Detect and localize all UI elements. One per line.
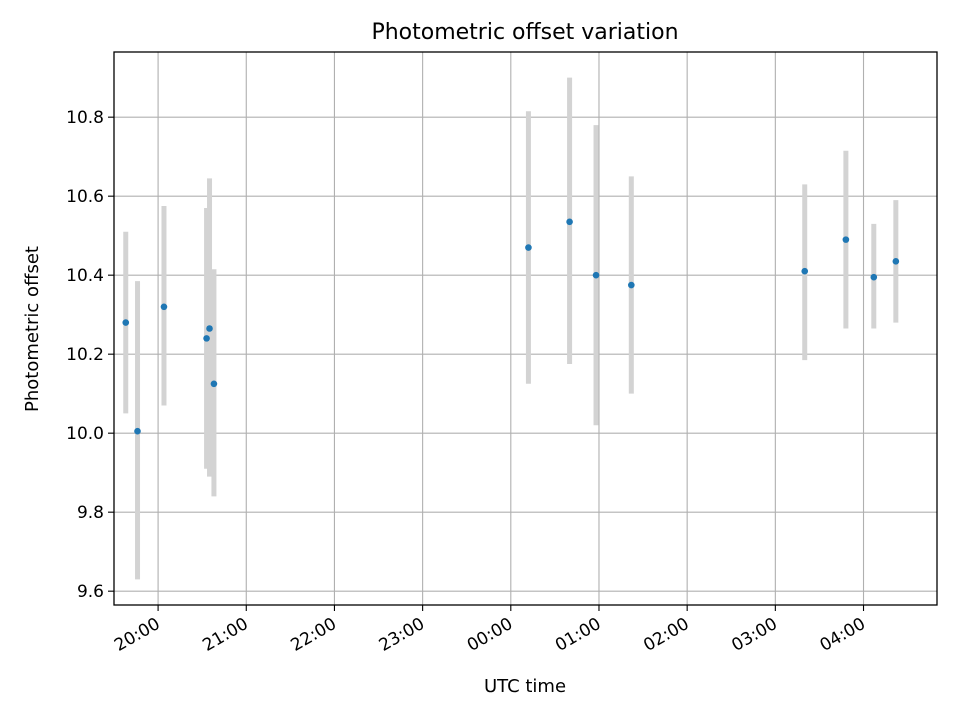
x-tick-label: 22:00 (288, 614, 340, 656)
data-point (210, 380, 218, 388)
data-point (892, 258, 900, 265)
y-tick-label: 9.8 (77, 503, 104, 523)
y-axis-label: Photometric offset (22, 246, 43, 412)
y-tick-label: 9.6 (77, 582, 104, 602)
y-tick-label: 10.8 (66, 108, 104, 128)
data-point (206, 325, 213, 332)
x-tick-label: 01:00 (552, 614, 604, 656)
x-tick-label: 02:00 (640, 614, 692, 656)
x-axis-ticks: 20:00 21:00 22:00 23:00 00:00 01:00 02:00 03:00… (111, 605, 869, 656)
x-tick-label: 20:00 (111, 614, 163, 656)
data-point (525, 244, 532, 251)
data-point (801, 267, 809, 275)
x-tick-label: 03:00 (728, 614, 780, 656)
data-point (842, 236, 850, 243)
chart-title: Photometric offset variation (371, 20, 678, 45)
grid-lines (114, 52, 937, 605)
data-point (160, 303, 168, 311)
x-tick-label: 23:00 (376, 614, 428, 656)
plot-frame (113, 51, 938, 606)
data-point (628, 281, 635, 289)
y-tick-label: 10.0 (66, 424, 104, 444)
y-tick-label: 10.2 (66, 345, 104, 365)
data-point (134, 427, 141, 435)
y-axis-ticks: 9.6 9.8 10.0 10.2 10.4 10.6 10.8 (66, 108, 114, 602)
data-points (122, 218, 900, 435)
y-tick-label: 10.4 (66, 266, 104, 286)
x-tick-label: 21:00 (199, 614, 251, 656)
data-point (592, 271, 600, 279)
data-point (566, 218, 573, 226)
data-point (870, 273, 878, 281)
data-point (122, 319, 130, 326)
x-axis-label: UTC time (484, 676, 566, 697)
x-tick-label: 04:00 (817, 614, 869, 656)
x-tick-label: 00:00 (464, 614, 516, 656)
y-tick-label: 10.6 (66, 187, 104, 207)
data-point (203, 335, 210, 342)
